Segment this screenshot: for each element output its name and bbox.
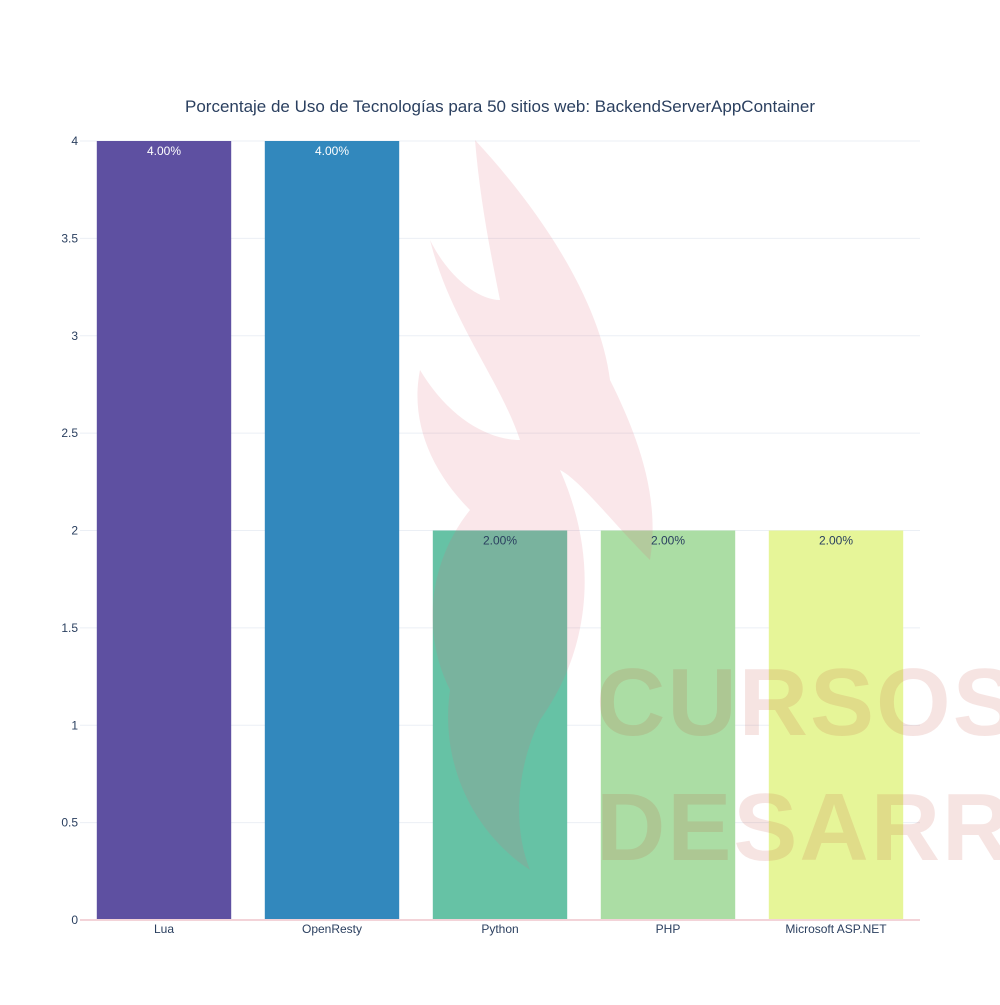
y-tick-label: 0 (71, 913, 78, 927)
bar-value-label: 2.00% (651, 534, 685, 548)
y-tick-label: 3.5 (61, 231, 78, 245)
y-tick-label: 2 (71, 524, 78, 538)
y-tick-label: 1 (71, 718, 78, 732)
bar-value-label: 2.00% (819, 534, 853, 548)
y-tick-label: 4 (71, 134, 78, 148)
watermark-logo: CURSOS DE DESARROLLO (417, 140, 1000, 881)
bars-layer (96, 141, 904, 920)
x-tick-label: Python (481, 922, 518, 936)
y-tick-label: 0.5 (61, 816, 78, 830)
bar (600, 530, 736, 920)
y-tick-label: 3 (71, 329, 78, 343)
watermark-line2: DESARROLLO (596, 774, 1000, 881)
watermark-line1: CURSOS DE (596, 649, 1000, 756)
bar-value-label: 2.00% (483, 534, 517, 548)
x-tick-label: Microsoft ASP.NET (785, 922, 887, 936)
labels-layer: 4.00% 4.00% 2.00% 2.00% 2.00% (147, 144, 853, 548)
bar (264, 141, 400, 920)
chart-title: Porcentaje de Uso de Tecnologías para 50… (185, 97, 815, 116)
bar-value-label: 4.00% (147, 144, 181, 158)
bar (768, 530, 904, 920)
bar-value-label: 4.00% (315, 144, 349, 158)
watermark-flame-shape (417, 140, 653, 870)
x-tick-label: Lua (154, 922, 174, 936)
bar (96, 141, 232, 920)
axis-layer: 0 0.5 1 1.5 2 2.5 3 3.5 4 Lua OpenResty Python PHP Mi… (61, 134, 920, 936)
y-tick-label: 2.5 (61, 426, 78, 440)
bar (432, 530, 568, 920)
x-tick-label: OpenResty (302, 922, 362, 936)
y-tick-label: 1.5 (61, 621, 78, 635)
x-tick-label: PHP (656, 922, 681, 936)
